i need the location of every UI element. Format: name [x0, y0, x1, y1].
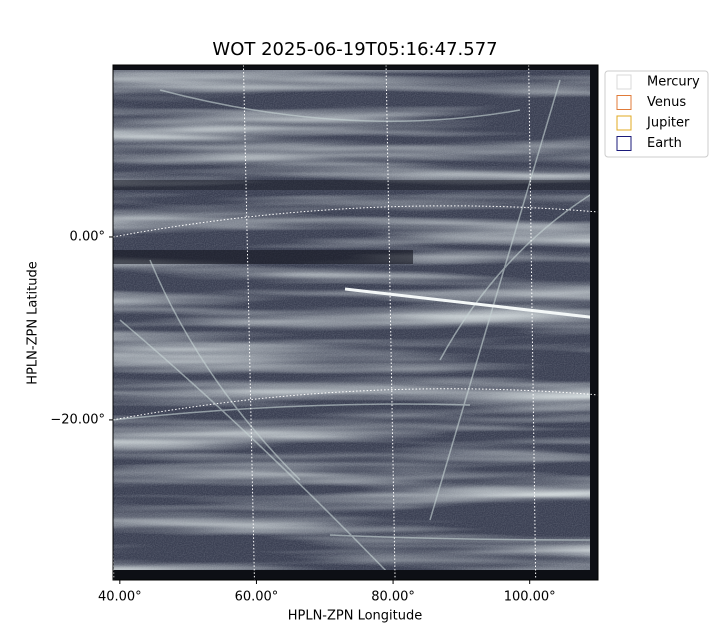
y-tick-label: 0.00° [70, 229, 105, 244]
axes-frame [112, 64, 599, 581]
chart-title: WOT 2025-06-19T05:16:47.577 [212, 39, 497, 60]
legend: Mercury Venus Jupiter Earth [604, 70, 709, 158]
grid-line [113, 388, 598, 421]
image [113, 65, 598, 580]
legend-label: Jupiter [646, 116, 690, 131]
legend-label: Venus [647, 95, 686, 110]
x-tick-label: 100.00° [504, 590, 556, 605]
legend-swatch [616, 95, 632, 110]
legend-label: Mercury [647, 75, 700, 90]
x-tick-label: 80.00° [371, 590, 415, 605]
x-axis-label: HPLN-ZPN Longitude [288, 609, 423, 624]
legend-swatch [616, 136, 632, 151]
y-axis-label: HPLN-ZPN Latitude [26, 261, 41, 384]
y-tick-label: −20.00° [50, 412, 105, 427]
grid-line [113, 527, 115, 580]
grid-line [113, 205, 598, 238]
x-tick-label: 40.00° [98, 590, 142, 605]
legend-swatch [616, 74, 632, 90]
legend-frame [604, 70, 709, 158]
legend-swatch [616, 115, 632, 131]
x-tick-label: 60.00° [235, 590, 279, 605]
legend-label: Earth [647, 136, 682, 151]
